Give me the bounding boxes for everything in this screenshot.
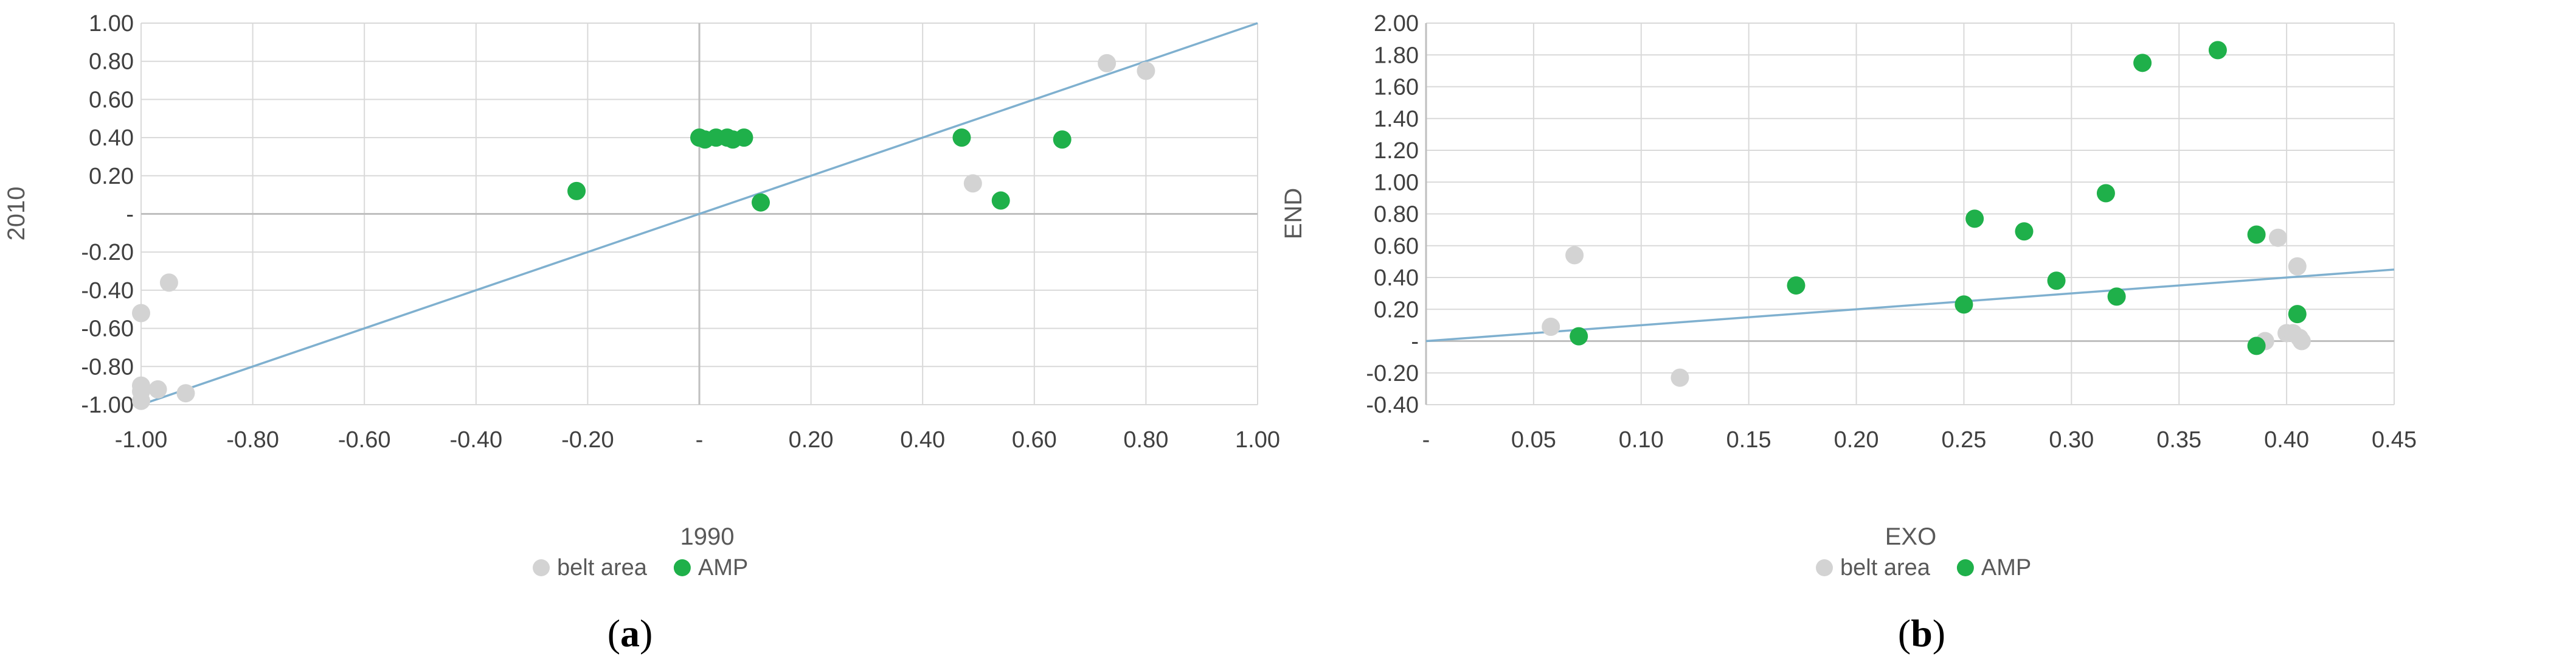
chart-b-x-tick-label: 0.35 (2156, 427, 2201, 453)
chart-b-amp-point (2107, 287, 2126, 306)
chart-b-x-tick-label: 0.40 (2264, 427, 2309, 453)
chart-a-belt-area-point (159, 273, 178, 292)
chart-a-legend-label-amp: AMP (698, 555, 748, 581)
chart-a-y-tick-label: -0.80 (81, 354, 134, 380)
chart-a-x-tick-label: 0.20 (789, 427, 834, 453)
chart-b-y-tick-label: 1.40 (1374, 106, 1419, 132)
chart-b-belt-area-point (2292, 332, 2311, 351)
chart-a-legend-marker-amp (673, 559, 691, 576)
chart-b-y-tick-label: -0.40 (1366, 393, 1419, 418)
chart-b-x-tick-label: 0.10 (1619, 427, 1664, 453)
chart-a-y-tick-label: 0.20 (89, 164, 134, 189)
chart-b-y-tick-label: -0.20 (1366, 361, 1419, 386)
chart-b-x-tick-label: - (1422, 427, 1430, 453)
chart-b-legend-label-belt-area: belt area (1840, 555, 1931, 581)
chart-a-belt-area-point (176, 384, 195, 403)
chart-a-y-tick-label: 1.00 (89, 11, 134, 37)
chart-b-amp-point (2096, 184, 2115, 203)
chart-a-y-axis-title: 2010 (3, 187, 30, 241)
chart-b-amp-point (1955, 295, 1973, 314)
chart-a-y-tick-label: -0.20 (81, 240, 134, 265)
chart-b-y-tick-label: 1.20 (1374, 138, 1419, 164)
chart-b-trendline (1425, 268, 2395, 343)
chart-a-x-tick-label: -0.80 (226, 427, 279, 453)
chart-a-y-tick-label: 0.80 (89, 49, 134, 75)
chart-b-amp-point (1787, 276, 1806, 295)
chart-b-y-tick-label: 0.40 (1374, 265, 1419, 291)
chart-a-y-tick-label: -0.60 (81, 316, 134, 342)
chart-a-belt-area-point (1137, 61, 1155, 80)
chart-a-x-tick-label: 1.00 (1235, 427, 1280, 453)
chart-b-amp-point (2015, 222, 2034, 241)
chart-b-y-tick-label: 0.60 (1374, 234, 1419, 259)
chart-b-amp-point (2047, 271, 2066, 290)
chart-b-y-tick-label: 1.60 (1374, 75, 1419, 100)
chart-b-x-tick-label: 0.30 (2049, 427, 2094, 453)
chart-a-belt-area-point (1098, 54, 1117, 72)
chart-a-amp-point (751, 193, 770, 212)
chart-b-belt-area-point (1542, 317, 1560, 336)
chart-b-y-tick-label: 2.00 (1374, 11, 1419, 37)
chart-a-x-tick-label: -0.40 (449, 427, 502, 453)
chart-b-x-tick-label: 0.45 (2372, 427, 2417, 453)
chart-a-belt-area-point (132, 391, 150, 410)
chart-b-x-axis-title: EXO (1885, 523, 1936, 550)
chart-a-y-tick-label: 0.60 (89, 87, 134, 113)
chart-a-x-tick-label: 0.80 (1123, 427, 1168, 453)
chart-b-amp-point (2247, 337, 2266, 355)
chart-a-belt-area-point (963, 174, 982, 193)
chart-a-trendline (140, 22, 1258, 406)
chart-a-belt-area-point (132, 304, 150, 323)
chart-b-amp-point (1965, 209, 1984, 228)
chart-b-amp-point (2288, 305, 2307, 324)
chart-a-x-tick-label: 0.40 (900, 427, 945, 453)
chart-b-y-tick-label: - (1411, 329, 1419, 355)
chart-a-belt-area-point (148, 380, 167, 399)
chart-a-panel-caption: (a) (608, 612, 653, 655)
chart-a-amp-point (1053, 130, 1072, 149)
chart-a-y-tick-label: -0.40 (81, 278, 134, 304)
chart-b-y-tick-label: 1.80 (1374, 43, 1419, 68)
chart-a-amp-point (735, 128, 753, 147)
chart-b-x-tick-label: 0.15 (1726, 427, 1771, 453)
chart-b-legend-marker-belt-area (1816, 559, 1833, 576)
chart-a-x-tick-label: -0.60 (338, 427, 391, 453)
chart-a-amp-point (952, 128, 971, 147)
chart-b-legend-marker-amp (1956, 559, 1974, 576)
chart-b-belt-area-point (2288, 257, 2307, 276)
chart-a-legend-label-belt-area: belt area (557, 555, 648, 581)
chart-b-y-axis-title: END (1280, 188, 1307, 239)
chart-b-panel-caption: (b) (1898, 612, 1945, 655)
chart-a-y-tick-label: - (126, 202, 134, 228)
chart-a-legend-marker-belt-area (533, 559, 550, 576)
chart-b-y-tick-label: 1.00 (1374, 170, 1419, 195)
chart-b-y-tick-label: 0.80 (1374, 202, 1419, 228)
chart-a-x-axis-title: 1990 (680, 523, 735, 550)
chart-a-x-tick-label: 0.60 (1012, 427, 1057, 453)
chart-a-x-tick-label: - (696, 427, 704, 453)
chart-b-legend-label-amp: AMP (1981, 555, 2031, 581)
chart-b-amp-point (2133, 54, 2152, 72)
chart-a-y-tick-label: 0.40 (89, 125, 134, 151)
chart-b-x-tick-label: 0.20 (1834, 427, 1879, 453)
chart-b-belt-area-point (1671, 368, 1689, 387)
chart-a-amp-point (567, 181, 586, 200)
chart-b-amp-point (2208, 41, 2227, 60)
chart-b-amp-point (2247, 225, 2266, 244)
chart-b-x-tick-label: 0.25 (1941, 427, 1986, 453)
chart-a-x-tick-label: -1.00 (115, 427, 168, 453)
chart-b-belt-area-point (1565, 246, 1584, 265)
chart-b-y-tick-label: 0.20 (1374, 297, 1419, 323)
chart-a-x-tick-label: -0.20 (561, 427, 614, 453)
chart-b-belt-area-point (2268, 228, 2287, 247)
chart-a-amp-point (991, 191, 1010, 210)
chart-b-amp-point (1570, 327, 1588, 346)
chart-a-y-tick-label: -1.00 (81, 393, 134, 418)
chart-b-x-tick-label: 0.05 (1511, 427, 1556, 453)
